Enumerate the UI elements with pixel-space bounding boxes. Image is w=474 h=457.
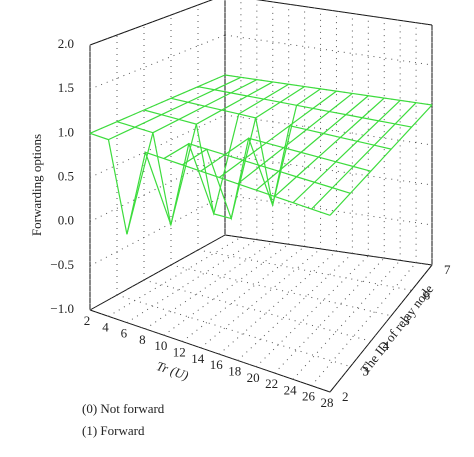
x-tick-label: 22 — [265, 376, 278, 391]
grid-line — [224, 154, 433, 186]
z-tick-label: 0.0 — [58, 213, 74, 228]
grid-line — [89, 309, 331, 393]
axis-frame — [224, 234, 433, 266]
grid-line — [255, 255, 369, 368]
surface-column — [163, 83, 289, 216]
surface-column — [181, 86, 305, 221]
y-tick-label: 4 — [383, 338, 390, 353]
z-axis-title: Forwarding options — [29, 134, 44, 236]
grid-line — [224, 194, 433, 226]
grid-line — [89, 0, 213, 46]
grid-line — [108, 236, 242, 317]
grid-line — [274, 257, 385, 374]
grid-line — [89, 34, 226, 90]
x-tick-label: 8 — [139, 332, 146, 347]
surface-column — [311, 102, 417, 210]
surface-row — [170, 97, 392, 206]
surface-row — [89, 132, 331, 235]
grid-line — [224, 234, 433, 266]
x-tick-label: 20 — [247, 370, 260, 385]
grid-line — [143, 279, 371, 342]
grid-line — [89, 114, 226, 178]
surface-column — [218, 90, 337, 178]
y-tick-label: 2 — [342, 389, 349, 404]
surface-row — [116, 121, 351, 225]
surface-row — [224, 74, 433, 106]
axis-frame — [256, 0, 433, 26]
z-tick-label: −0.5 — [50, 257, 74, 272]
grid-line — [224, 34, 433, 66]
surface-column — [237, 92, 353, 185]
grid-line — [197, 249, 412, 291]
surface-column — [89, 74, 226, 134]
y-tick-label: 6 — [424, 287, 431, 302]
grid-line — [224, 114, 433, 146]
grid-line — [182, 246, 305, 342]
grid-line — [218, 250, 337, 355]
x-tick-label: 18 — [228, 363, 241, 378]
grid-line — [163, 243, 289, 336]
surface-column — [255, 95, 369, 191]
x-tick-label: 6 — [121, 326, 128, 341]
grid-line — [126, 239, 258, 324]
axis-frame — [89, 0, 213, 46]
y-tick-label: 5 — [403, 313, 410, 328]
z-tick-label: 1.0 — [58, 124, 74, 139]
x-axis-title: Tr (U) — [155, 358, 191, 383]
grid-line — [89, 194, 226, 267]
surface-row — [197, 86, 412, 128]
annotation: (1) Forward — [82, 423, 145, 438]
grid-line — [237, 253, 353, 361]
surface-column — [329, 104, 433, 216]
grid-line — [256, 0, 433, 26]
x-tick-label: 26 — [302, 389, 316, 404]
surface-column — [126, 79, 258, 235]
x-tick-label: 2 — [84, 313, 91, 328]
z-tick-label: 1.5 — [58, 80, 74, 95]
grid-line — [145, 241, 274, 330]
x-tick-label: 14 — [191, 351, 205, 366]
grid-line — [292, 260, 401, 380]
surface-column — [274, 97, 385, 197]
x-tick-label: 12 — [173, 345, 186, 360]
x-tick-label: 24 — [284, 382, 298, 397]
z-tick-label: 0.5 — [58, 168, 74, 183]
axis-frame — [89, 234, 226, 311]
grid-line — [170, 264, 392, 317]
surface-column — [144, 81, 274, 227]
y-tick-label: 7 — [444, 262, 451, 277]
z-tick-label: 2.0 — [58, 36, 74, 51]
surface-column — [108, 76, 242, 141]
x-tick-label: 28 — [321, 395, 334, 410]
annotation: (0) Not forward — [82, 401, 165, 416]
grid-line — [200, 248, 321, 349]
axis-frame — [329, 264, 433, 393]
surface-column — [200, 88, 321, 208]
z-tick-label: −1.0 — [50, 301, 74, 316]
x-tick-label: 16 — [210, 357, 224, 372]
surface-column — [292, 99, 401, 204]
surface-row — [143, 109, 371, 220]
x-tick-label: 4 — [102, 319, 109, 334]
y-tick-label: 3 — [362, 364, 369, 379]
x-tick-label: 10 — [154, 338, 167, 353]
